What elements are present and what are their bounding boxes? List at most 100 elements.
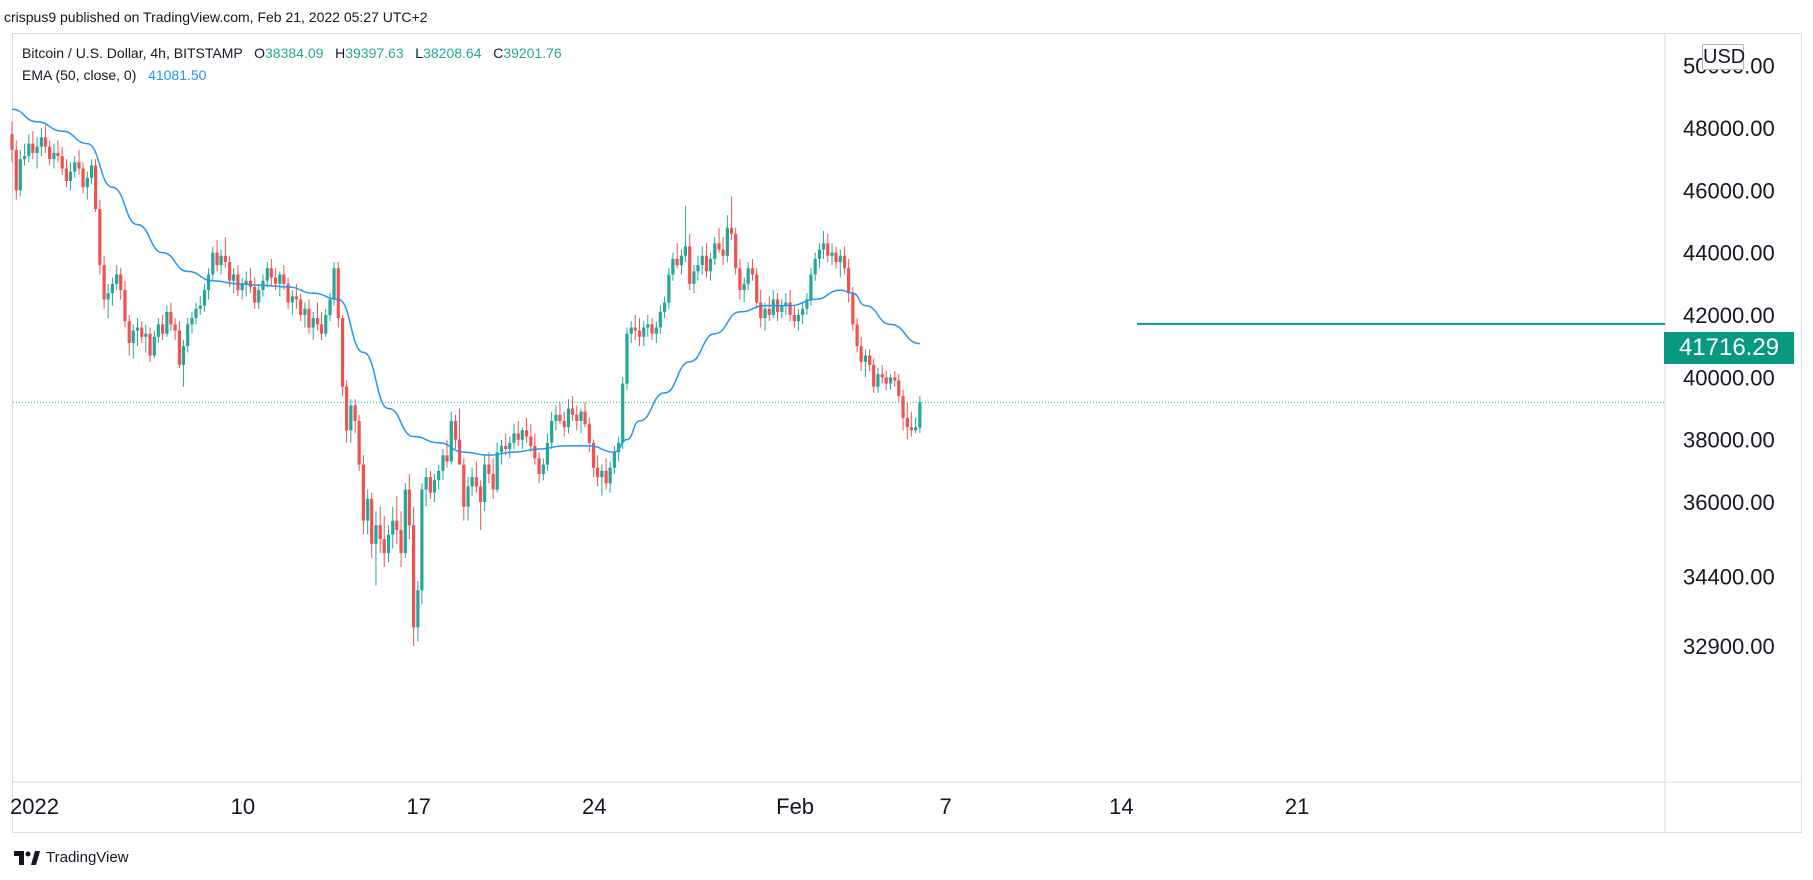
candle-body [403, 489, 407, 554]
candle-body [228, 262, 232, 281]
candle-body [56, 152, 60, 157]
time-tick-label: 17 [406, 794, 430, 819]
candle [646, 315, 650, 337]
candle [18, 149, 22, 197]
candle [115, 265, 119, 291]
candle-body [370, 498, 374, 544]
candle [206, 268, 211, 300]
candle [708, 252, 713, 281]
price-tick-label: 32900.00 [1683, 634, 1775, 659]
candle-body [796, 315, 800, 322]
candle-body [27, 143, 31, 157]
candle [340, 315, 345, 397]
candle-body [81, 168, 85, 188]
candle [834, 246, 838, 269]
candle [194, 302, 198, 325]
candle [219, 249, 223, 275]
candle-body [206, 274, 211, 291]
candle [382, 515, 386, 568]
candle-body [307, 308, 311, 328]
candle [767, 296, 771, 322]
tradingview-brand[interactable]: TradingView [14, 849, 129, 866]
candle-body [52, 152, 56, 160]
candle-body [821, 243, 826, 250]
candle [872, 358, 876, 393]
candle-body [713, 243, 717, 259]
candle [181, 339, 186, 387]
candle [361, 455, 365, 535]
candle [286, 277, 290, 309]
candle [357, 414, 361, 471]
candle-body [31, 143, 35, 153]
candle-body [135, 327, 140, 331]
candle-body [914, 427, 918, 431]
candle-body [671, 258, 675, 275]
candle-body [905, 417, 909, 428]
candle [466, 477, 470, 521]
candle [876, 367, 880, 393]
candle-body [725, 227, 729, 256]
candle [817, 243, 822, 269]
price-tick-label: 46000.00 [1683, 178, 1775, 203]
candle-body [658, 311, 662, 328]
chart-frame[interactable] [12, 33, 1802, 833]
candle [759, 290, 763, 328]
ohlc-high-value: 39397.63 [345, 45, 404, 61]
candle [290, 290, 294, 315]
candle [64, 159, 69, 188]
candle [784, 293, 788, 315]
candle [637, 318, 642, 347]
candle [667, 268, 671, 309]
candle-body [14, 149, 18, 191]
candle [675, 243, 679, 269]
price-tick-label: 48000.00 [1683, 116, 1775, 141]
candle-body [420, 489, 424, 591]
candle-body [382, 539, 386, 554]
currency-badge[interactable]: USD [1702, 44, 1746, 70]
candle-body [194, 308, 198, 319]
candle [202, 283, 207, 312]
candle-body [353, 405, 357, 421]
candle-body [211, 252, 215, 275]
ohlc-open-value: 38384.09 [265, 45, 324, 61]
level-price-tag: 41716.29 [1664, 332, 1794, 364]
candle-body [89, 165, 94, 178]
candle-body [311, 318, 315, 328]
candle [253, 277, 257, 309]
candle-body [273, 277, 278, 284]
candle [859, 336, 863, 372]
candle-body [466, 486, 470, 507]
candle-body [591, 442, 596, 468]
candle [211, 246, 215, 281]
candle [470, 467, 474, 496]
candle [483, 455, 487, 512]
candle [633, 315, 637, 340]
candle [135, 318, 140, 347]
time-tick-label: 2022 [10, 794, 59, 819]
ema-legend[interactable]: EMA (50, close, 0) 41081.50 [22, 66, 206, 84]
candle [704, 243, 709, 278]
candle-body [48, 146, 52, 160]
candle-body [704, 255, 709, 272]
candle [353, 399, 357, 434]
candle [796, 308, 800, 331]
candle [303, 302, 307, 328]
candle [801, 302, 805, 325]
candle-body [880, 374, 884, 378]
candle [725, 215, 729, 263]
time-tick-label: 21 [1285, 794, 1309, 819]
candle [177, 321, 182, 368]
candle [846, 258, 851, 303]
candle [35, 137, 39, 169]
candle-body [416, 590, 420, 628]
candle [236, 265, 240, 297]
candle-body [646, 324, 650, 328]
candle [629, 321, 633, 344]
candle-body [529, 436, 533, 446]
candle [755, 268, 759, 309]
candle [198, 296, 202, 315]
candle [905, 402, 909, 440]
candle-body [700, 255, 704, 266]
candle [730, 196, 734, 241]
